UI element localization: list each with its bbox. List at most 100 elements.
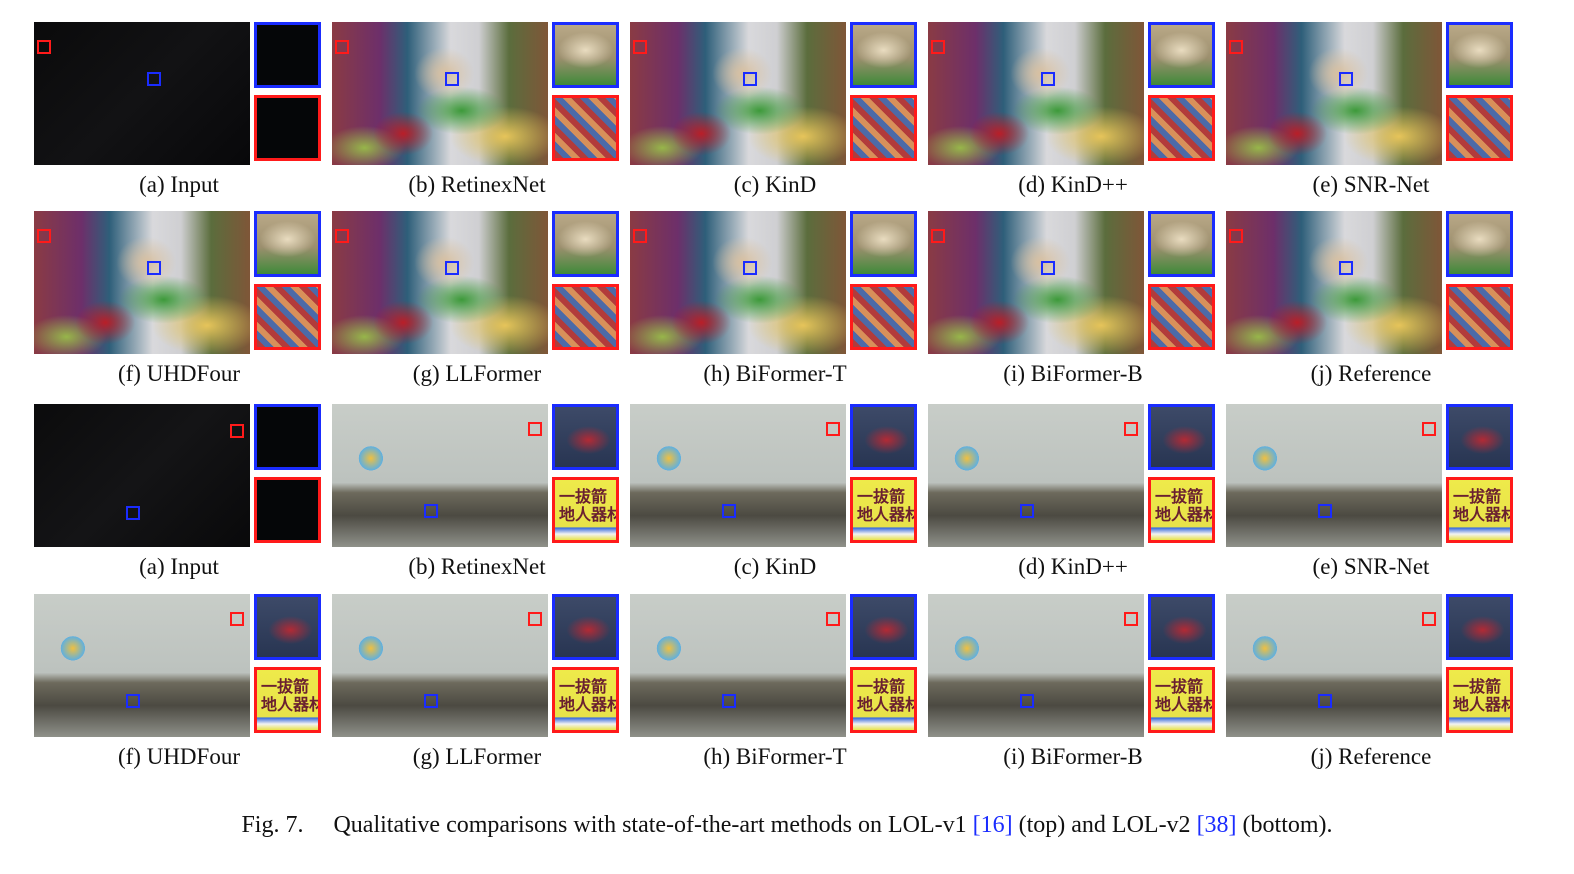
blue-zoom-crop xyxy=(552,594,619,660)
result-panel: 一拔箭 地人器材 (j) Reference xyxy=(1226,592,1516,782)
citation-link-16[interactable]: [16] xyxy=(972,812,1013,838)
blue-roi-box xyxy=(424,694,438,708)
result-panel: (i) BiFormer-B xyxy=(928,209,1218,399)
result-image xyxy=(34,594,250,737)
blue-zoom-crop xyxy=(1148,594,1215,660)
blue-zoom-crop xyxy=(552,211,619,277)
result-panel: (e) SNR-Net xyxy=(1226,20,1516,210)
sign-text: 一拔箭 地人器材 xyxy=(1155,677,1215,714)
result-panel: 一拔箭 地人器材 (b) RetinexNet xyxy=(332,402,622,592)
red-zoom-crop: 一拔箭 地人器材 xyxy=(1148,667,1215,733)
blue-zoom-crop xyxy=(1148,22,1215,88)
red-roi-box xyxy=(931,40,945,54)
result-image xyxy=(928,211,1144,354)
result-panel: 一拔箭 地人器材 (c) KinD xyxy=(630,402,920,592)
result-image xyxy=(34,211,250,354)
red-zoom-crop xyxy=(552,284,619,350)
panel-label: (h) BiFormer-T xyxy=(703,361,847,386)
blue-zoom-crop xyxy=(552,404,619,470)
sign-text: 一拔箭 地人器材 xyxy=(1453,677,1513,714)
caption-text-1: Qualitative comparisons with state-of-th… xyxy=(333,812,973,838)
sign-text: 一拔箭 地人器材 xyxy=(559,487,619,524)
result-panel: (a) Input xyxy=(34,402,324,592)
result-image xyxy=(630,22,846,165)
blue-roi-box xyxy=(126,694,140,708)
panel-label: (d) KinD++ xyxy=(1018,554,1128,579)
blue-roi-box xyxy=(1041,72,1055,86)
blue-zoom-crop xyxy=(552,22,619,88)
panel-label: (i) BiFormer-B xyxy=(1003,361,1143,386)
result-panel: 一拔箭 地人器材 (d) KinD++ xyxy=(928,402,1218,592)
caption-text-3: (bottom). xyxy=(1236,812,1333,838)
blue-roi-box xyxy=(445,72,459,86)
red-zoom-crop xyxy=(850,95,917,161)
result-image xyxy=(332,22,548,165)
result-panel: (d) KinD++ xyxy=(928,20,1218,210)
blue-roi-box xyxy=(147,72,161,86)
panel-label: (g) LLFormer xyxy=(412,361,542,386)
result-image xyxy=(630,211,846,354)
blue-roi-box xyxy=(126,506,140,520)
result-panel: (a) Input xyxy=(34,20,324,210)
panel-label: (a) Input xyxy=(139,172,219,197)
blue-roi-box xyxy=(445,261,459,275)
blue-zoom-crop xyxy=(1446,22,1513,88)
red-roi-box xyxy=(230,424,244,438)
panel-label: (b) RetinexNet xyxy=(408,172,546,197)
figure-row: (a) Input (b) RetinexNet (c) KinD (d) KinD+… xyxy=(34,20,1524,210)
blue-zoom-crop xyxy=(850,404,917,470)
red-zoom-crop xyxy=(254,477,321,543)
red-roi-box xyxy=(528,612,542,626)
result-panel: (f) UHDFour xyxy=(34,209,324,399)
red-roi-box xyxy=(230,612,244,626)
red-zoom-crop: 一拔箭 地人器材 xyxy=(1446,667,1513,733)
citation-link-38[interactable]: [38] xyxy=(1196,812,1237,838)
red-zoom-crop xyxy=(1148,95,1215,161)
panel-label: (i) BiFormer-B xyxy=(1003,744,1143,769)
result-image xyxy=(928,22,1144,165)
red-roi-box xyxy=(1422,422,1436,436)
blue-roi-box xyxy=(1339,261,1353,275)
result-panel: (b) RetinexNet xyxy=(332,20,622,210)
result-image xyxy=(1226,22,1442,165)
red-zoom-crop: 一拔箭 地人器材 xyxy=(1446,477,1513,543)
result-panel: 一拔箭 地人器材 (e) SNR-Net xyxy=(1226,402,1516,592)
result-image xyxy=(630,594,846,737)
blue-zoom-crop xyxy=(1446,594,1513,660)
panel-label: (j) Reference xyxy=(1310,361,1432,386)
blue-roi-box xyxy=(1339,72,1353,86)
result-image xyxy=(928,594,1144,737)
figure-row: 一拔箭 地人器材 (f) UHDFour 一拔箭 地人器材 (g) LLFormer 一… xyxy=(34,592,1524,782)
panel-label: (e) SNR-Net xyxy=(1312,172,1430,197)
sign-text: 一拔箭 地人器材 xyxy=(857,677,917,714)
panel-label: (g) LLFormer xyxy=(412,744,542,769)
blue-zoom-crop xyxy=(850,594,917,660)
blue-roi-box xyxy=(147,261,161,275)
red-roi-box xyxy=(1229,40,1243,54)
blue-zoom-crop xyxy=(254,594,321,660)
sign-text: 一拔箭 地人器材 xyxy=(559,677,619,714)
blue-roi-box xyxy=(1318,504,1332,518)
sign-text: 一拔箭 地人器材 xyxy=(1453,487,1513,524)
panel-label: (e) SNR-Net xyxy=(1312,554,1430,579)
result-panel: (j) Reference xyxy=(1226,209,1516,399)
red-zoom-crop: 一拔箭 地人器材 xyxy=(850,477,917,543)
red-zoom-crop: 一拔箭 地人器材 xyxy=(552,667,619,733)
red-roi-box xyxy=(633,40,647,54)
blue-roi-box xyxy=(743,72,757,86)
blue-roi-box xyxy=(722,694,736,708)
result-image xyxy=(1226,594,1442,737)
result-panel: 一拔箭 地人器材 (g) LLFormer xyxy=(332,592,622,782)
figure-row: (a) Input 一拔箭 地人器材 (b) RetinexNet 一拔箭 地人器材 (… xyxy=(34,402,1524,592)
panel-label: (c) KinD xyxy=(733,554,817,579)
result-panel: (h) BiFormer-T xyxy=(630,209,920,399)
red-roi-box xyxy=(1422,612,1436,626)
blue-roi-box xyxy=(424,504,438,518)
blue-zoom-crop xyxy=(254,211,321,277)
blue-roi-box xyxy=(1020,694,1034,708)
result-image xyxy=(332,404,548,547)
red-roi-box xyxy=(633,229,647,243)
red-zoom-crop xyxy=(1446,95,1513,161)
panel-label: (b) RetinexNet xyxy=(408,554,546,579)
panel-label: (h) BiFormer-T xyxy=(703,744,847,769)
